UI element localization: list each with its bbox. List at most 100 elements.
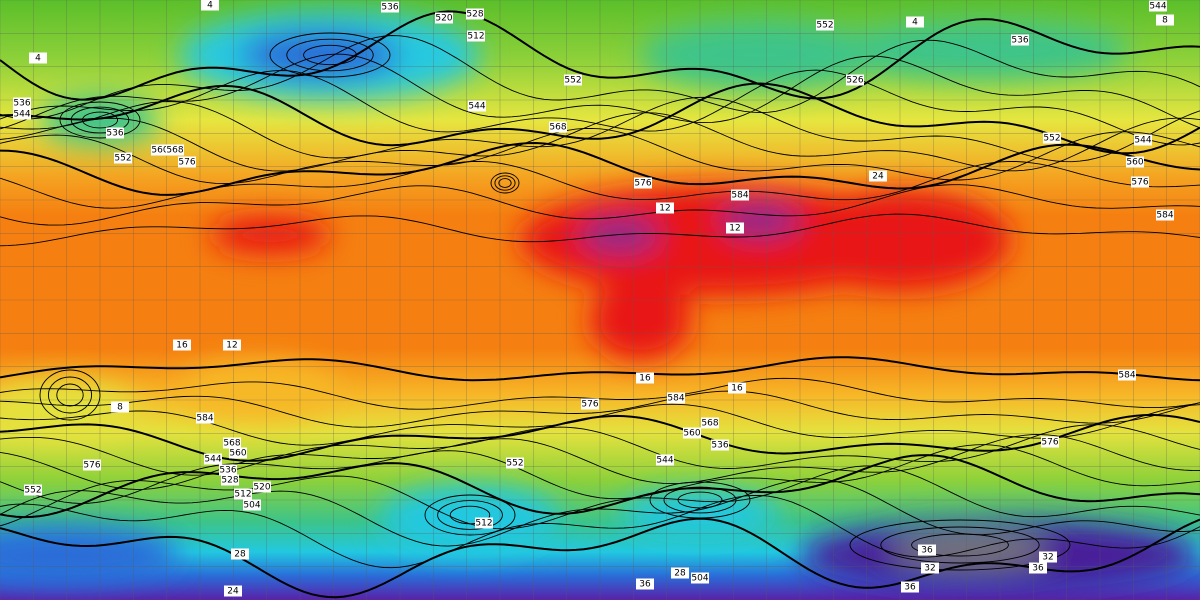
contour-label: 552 xyxy=(1043,134,1060,144)
label-box xyxy=(506,457,524,469)
contour-label: 12 xyxy=(659,204,670,214)
contour-closed xyxy=(70,106,130,134)
label-box xyxy=(1156,14,1174,26)
label-box xyxy=(1118,369,1136,381)
contour xyxy=(0,478,1200,547)
contour-label: 536 xyxy=(106,129,123,139)
contour-label: 536 xyxy=(219,466,236,476)
contour-closed xyxy=(911,533,1009,557)
contour-label: 544 xyxy=(1149,2,1166,12)
label-box xyxy=(196,412,214,424)
label-box xyxy=(467,30,485,42)
contour-closed xyxy=(303,44,357,66)
contour-closed xyxy=(286,38,374,72)
label-box xyxy=(549,121,567,133)
contour-closed xyxy=(39,369,101,421)
label-box xyxy=(243,499,261,511)
label-box xyxy=(816,19,834,31)
contour-closed xyxy=(56,383,84,407)
contour-label: 32 xyxy=(1042,553,1053,563)
contour-closed xyxy=(663,486,737,514)
contour-label: 512 xyxy=(467,32,484,42)
contour-label: 552 xyxy=(506,459,523,469)
contour xyxy=(0,424,1200,476)
label-box xyxy=(229,447,247,459)
contour-closed xyxy=(47,376,93,414)
contour-label: 568 xyxy=(549,123,566,133)
contour-label: 552 xyxy=(816,21,833,31)
label-box xyxy=(1126,156,1144,168)
contour-label: 528 xyxy=(221,476,238,486)
contour xyxy=(0,82,1200,155)
label-box xyxy=(13,108,31,120)
label-box xyxy=(111,401,129,413)
label-box xyxy=(204,453,222,465)
label-box xyxy=(173,339,191,351)
label-box xyxy=(1041,436,1059,448)
label-box xyxy=(234,488,252,500)
contour-label: 12 xyxy=(226,341,237,351)
label-box xyxy=(564,74,582,86)
label-box xyxy=(1011,34,1029,46)
label-box xyxy=(691,572,709,584)
contour-label: 528 xyxy=(466,10,483,20)
contour-label: 544 xyxy=(656,456,673,466)
contour-label: 36 xyxy=(904,583,916,593)
label-box xyxy=(223,339,241,351)
contour xyxy=(0,96,1200,163)
label-box xyxy=(83,459,101,471)
contour-label: 584 xyxy=(1156,211,1173,221)
contour-label: 568 xyxy=(701,419,718,429)
label-box xyxy=(201,0,219,11)
contour-label: 536 xyxy=(1011,36,1028,46)
contour-label: 24 xyxy=(227,587,239,597)
label-box xyxy=(1149,0,1167,12)
contour-label: 16 xyxy=(176,341,188,351)
contour-labels: 5365285125205525365445265365445365525605… xyxy=(13,0,1174,597)
label-box xyxy=(381,1,399,13)
label-box xyxy=(466,8,484,20)
contour-label: 4 xyxy=(912,18,918,28)
contour-label: 584 xyxy=(667,394,684,404)
contour-label: 504 xyxy=(691,574,708,584)
contour-label: 16 xyxy=(731,384,743,394)
contour xyxy=(0,454,1200,519)
label-box xyxy=(29,52,47,64)
contour-closed xyxy=(649,481,751,519)
contour-label: 576 xyxy=(178,158,195,168)
label-box xyxy=(701,417,719,429)
contour-label: 536 xyxy=(381,3,398,13)
label-box xyxy=(1134,134,1152,146)
label-box xyxy=(683,427,701,439)
contour-closed xyxy=(494,175,516,191)
contour-label: 504 xyxy=(243,501,260,511)
geopotential-contours xyxy=(0,10,1200,599)
contour-label: 32 xyxy=(924,564,935,574)
label-box xyxy=(656,454,674,466)
contour-label: 536 xyxy=(711,441,728,451)
contour xyxy=(0,10,1200,101)
label-box xyxy=(846,74,864,86)
label-box xyxy=(671,567,689,579)
label-box xyxy=(921,562,939,574)
contour-label: 520 xyxy=(253,483,270,493)
label-box xyxy=(918,544,936,556)
contour-label: 536 xyxy=(13,99,30,109)
label-box xyxy=(475,517,493,529)
contour xyxy=(0,390,1200,428)
contour xyxy=(0,127,1200,185)
contour xyxy=(0,434,1200,490)
contour xyxy=(0,356,1200,382)
label-box xyxy=(114,152,132,164)
contour-closed xyxy=(449,505,491,525)
contour-label: 568 xyxy=(223,439,240,449)
label-box xyxy=(1043,132,1061,144)
label-box xyxy=(24,484,42,496)
contour xyxy=(0,112,1200,172)
label-box xyxy=(1029,562,1047,574)
label-box xyxy=(1039,551,1057,563)
label-box xyxy=(731,189,749,201)
contour-label: 12 xyxy=(729,224,740,234)
contour-label: 4 xyxy=(35,54,41,64)
label-box xyxy=(106,127,124,139)
